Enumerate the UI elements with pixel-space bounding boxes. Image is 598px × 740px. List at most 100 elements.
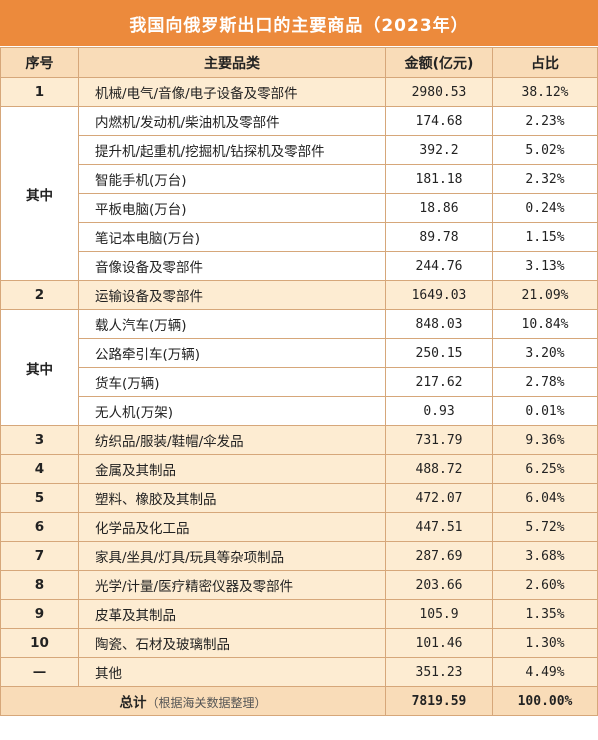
table-body: 1 机械/电气/音像/电子设备及零部件 2980.53 38.12% 其中 内燃机/发动机… <box>0 77 598 716</box>
subrow-share: 0.24% <box>492 193 598 223</box>
row-no: 9 <box>0 599 79 629</box>
row-amount: 731.79 <box>385 425 493 455</box>
subgroup-label: 其中 <box>0 106 79 281</box>
table-subrow: 无人机(万架) 0.93 0.01% <box>1 396 598 426</box>
table-subrow: 笔记本电脑(万台) 89.78 1.15% <box>1 222 598 252</box>
subgroup-label: 其中 <box>0 309 79 426</box>
row-amount: 203.66 <box>385 570 493 600</box>
subrow-amount: 18.86 <box>385 193 493 223</box>
table-row: 9 皮革及其制品 105.9 1.35% <box>0 599 598 629</box>
table-subrow: 其中 内燃机/发动机/柴油机及零部件 174.68 2.23% <box>0 106 598 281</box>
subrow-category: 载人汽车(万辆) <box>78 309 386 339</box>
row-share: 3.68% <box>492 541 598 571</box>
row-no: 2 <box>0 280 79 310</box>
table-row: 1 机械/电气/音像/电子设备及零部件 2980.53 38.12% <box>0 77 598 107</box>
subrow-category: 货车(万辆) <box>78 367 386 397</box>
table-title: 我国向俄罗斯出口的主要商品（2023年） <box>0 0 598 46</box>
row-no: 3 <box>0 425 79 455</box>
row-amount: 105.9 <box>385 599 493 629</box>
row-category: 其他 <box>78 657 386 687</box>
row-category: 机械/电气/音像/电子设备及零部件 <box>78 77 386 107</box>
row-amount: 447.51 <box>385 512 493 542</box>
subrow-category: 无人机(万架) <box>78 396 386 426</box>
row-share: 5.72% <box>492 512 598 542</box>
table-row: — 其他 351.23 4.49% <box>0 657 598 687</box>
subrow-category: 智能手机(万台) <box>78 164 386 194</box>
total-share: 100.00% <box>492 686 598 716</box>
subrow-share: 3.20% <box>492 338 598 368</box>
row-no: 1 <box>0 77 79 107</box>
table-row: 4 金属及其制品 488.72 6.25% <box>0 454 598 484</box>
table-subrow: 音像设备及零部件 244.76 3.13% <box>1 251 598 281</box>
header-category: 主要品类 <box>78 47 386 78</box>
row-share: 6.04% <box>492 483 598 513</box>
row-category: 塑料、橡胶及其制品 <box>78 483 386 513</box>
row-share: 6.25% <box>492 454 598 484</box>
total-note: （根据海关数据整理） <box>146 696 267 710</box>
subrow-share: 0.01% <box>492 396 598 426</box>
subrow-share: 1.15% <box>492 222 598 252</box>
row-no: 5 <box>0 483 79 513</box>
subrow-share: 10.84% <box>492 309 598 339</box>
row-category: 化学品及化工品 <box>78 512 386 542</box>
row-share: 4.49% <box>492 657 598 687</box>
row-no: 10 <box>0 628 79 658</box>
export-table: 序号 主要品类 金额(亿元) 占比 1 机械/电气/音像/电子设备及零部件 2980… <box>0 47 598 716</box>
table-row: 10 陶瓷、石材及玻璃制品 101.46 1.30% <box>0 628 598 658</box>
row-amount: 351.23 <box>385 657 493 687</box>
row-no: 7 <box>0 541 79 571</box>
row-no: — <box>0 657 79 687</box>
subrow-amount: 250.15 <box>385 338 493 368</box>
row-category: 金属及其制品 <box>78 454 386 484</box>
row-amount: 488.72 <box>385 454 493 484</box>
row-amount: 101.46 <box>385 628 493 658</box>
table-subrow: 平板电脑(万台) 18.86 0.24% <box>1 193 598 223</box>
total-label: 总计 <box>119 695 147 711</box>
subrow-category: 提升机/起重机/挖掘机/钻探机及零部件 <box>78 135 386 165</box>
row-category: 纺织品/服装/鞋帽/伞发品 <box>78 425 386 455</box>
row-share: 2.60% <box>492 570 598 600</box>
header-share: 占比 <box>492 47 598 78</box>
subrow-amount: 0.93 <box>385 396 493 426</box>
subrow-category: 内燃机/发动机/柴油机及零部件 <box>78 106 386 136</box>
row-no: 4 <box>0 454 79 484</box>
table-subrow: 提升机/起重机/挖掘机/钻探机及零部件 392.2 5.02% <box>1 135 598 165</box>
row-share: 21.09% <box>492 280 598 310</box>
subrow-share: 2.23% <box>492 106 598 136</box>
subrow-amount: 392.2 <box>385 135 493 165</box>
table-subrow: 公路牵引车(万辆) 250.15 3.20% <box>1 338 598 368</box>
table-subrow: 其中 载人汽车(万辆) 848.03 10.84% <box>0 309 598 426</box>
subrow-amount: 89.78 <box>385 222 493 252</box>
subrow-share: 2.78% <box>492 367 598 397</box>
row-amount: 472.07 <box>385 483 493 513</box>
row-category: 陶瓷、石材及玻璃制品 <box>78 628 386 658</box>
row-category: 光学/计量/医疗精密仪器及零部件 <box>78 570 386 600</box>
table-row: 2 运输设备及零部件 1649.03 21.09% <box>0 280 598 310</box>
subrow-amount: 174.68 <box>385 106 493 136</box>
subrow-category: 音像设备及零部件 <box>78 251 386 281</box>
subrow-amount: 181.18 <box>385 164 493 194</box>
row-category: 皮革及其制品 <box>78 599 386 629</box>
row-amount: 1649.03 <box>385 280 493 310</box>
row-category: 家具/坐具/灯具/玩具等杂项制品 <box>78 541 386 571</box>
subrow-category: 笔记本电脑(万台) <box>78 222 386 252</box>
table-row: 7 家具/坐具/灯具/玩具等杂项制品 287.69 3.68% <box>0 541 598 571</box>
total-label-cell: 总计（根据海关数据整理） <box>0 686 386 716</box>
table-subrow: 货车(万辆) 217.62 2.78% <box>1 367 598 397</box>
row-share: 38.12% <box>492 77 598 107</box>
row-no: 8 <box>0 570 79 600</box>
header-amount: 金额(亿元) <box>385 47 493 78</box>
subrow-category: 平板电脑(万台) <box>78 193 386 223</box>
subrow-category: 公路牵引车(万辆) <box>78 338 386 368</box>
row-no: 6 <box>0 512 79 542</box>
row-category: 运输设备及零部件 <box>78 280 386 310</box>
subrow-share: 3.13% <box>492 251 598 281</box>
subrow-share: 2.32% <box>492 164 598 194</box>
table-row: 5 塑料、橡胶及其制品 472.07 6.04% <box>0 483 598 513</box>
table-subrow: 智能手机(万台) 181.18 2.32% <box>1 164 598 194</box>
row-share: 1.35% <box>492 599 598 629</box>
total-row: 总计（根据海关数据整理） 7819.59 100.00% <box>0 686 598 716</box>
row-amount: 2980.53 <box>385 77 493 107</box>
table-row: 8 光学/计量/医疗精密仪器及零部件 203.66 2.60% <box>0 570 598 600</box>
